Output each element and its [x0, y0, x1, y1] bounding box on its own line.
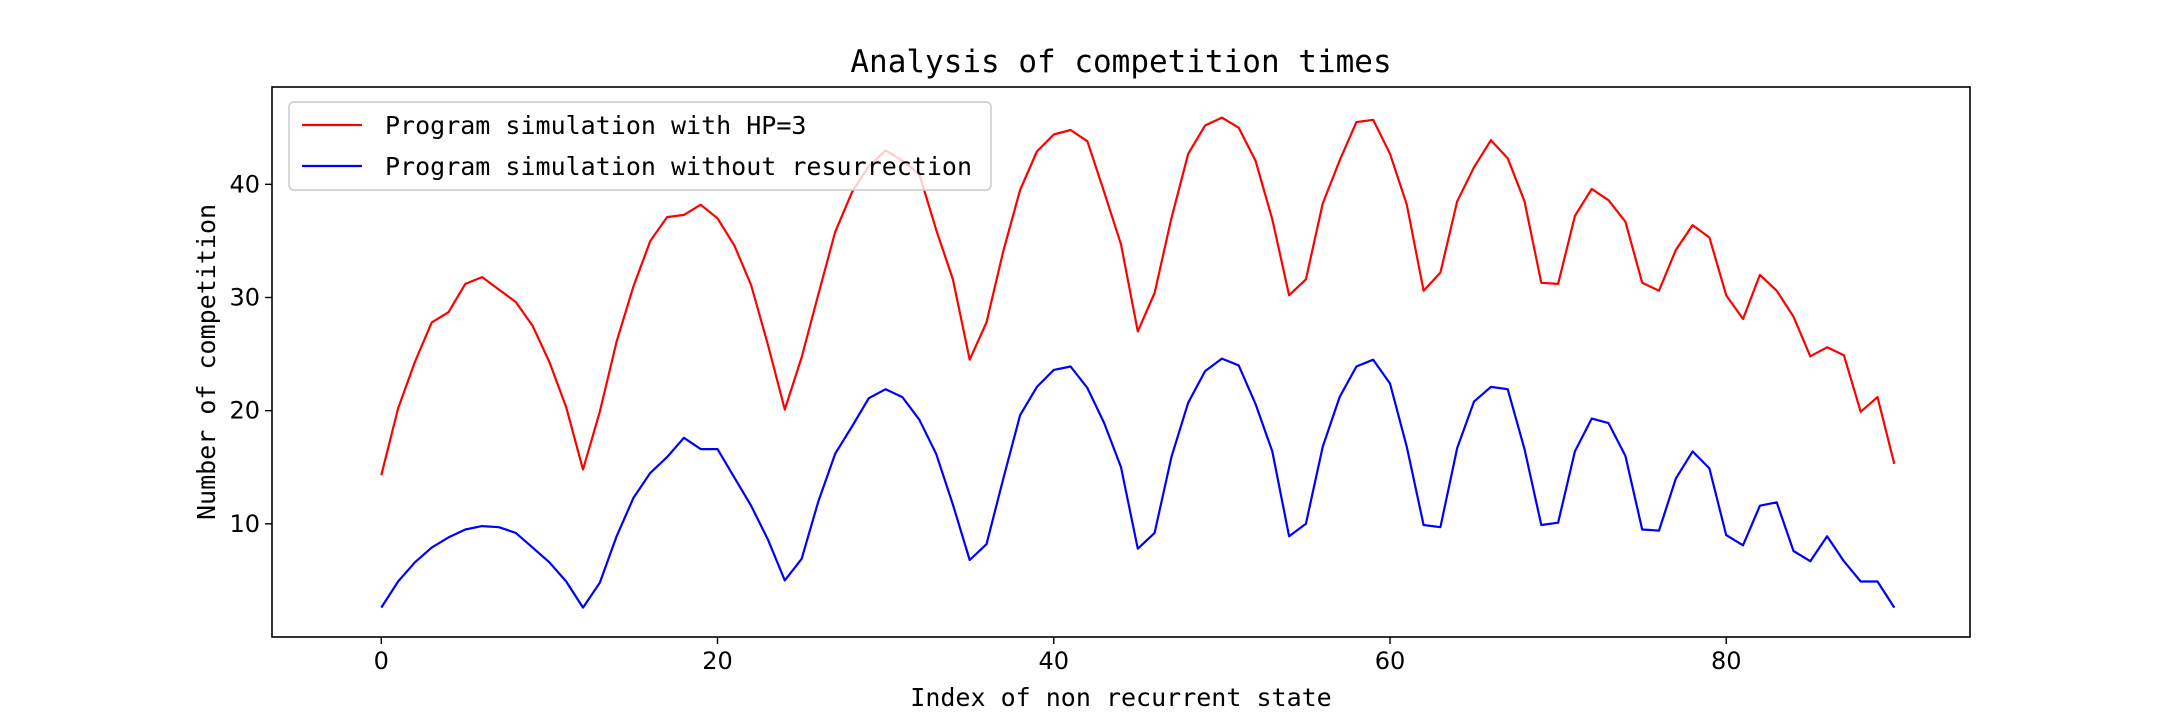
y-axis-label: Number of competition — [192, 204, 221, 520]
legend-label-series-1: Program simulation with HP=3 — [385, 111, 806, 140]
plot-frame — [271, 86, 1971, 638]
plot-area — [271, 86, 1971, 638]
y-tick-label: 20 — [229, 397, 260, 425]
x-tick-label: 80 — [1711, 647, 1742, 675]
chart-title: Analysis of competition times — [850, 44, 1391, 80]
x-axis: 0 20 40 60 80 — [374, 637, 1742, 675]
legend-label-series-2: Program simulation without resurrection — [385, 152, 972, 181]
series-line-1 — [380, 116, 1896, 476]
x-tick-label: 60 — [1375, 647, 1406, 675]
series-line-2 — [380, 357, 1896, 609]
y-tick-label: 10 — [229, 510, 260, 538]
series-layer — [380, 116, 1896, 609]
x-tick-label: 40 — [1038, 647, 1069, 675]
y-tick-label: 30 — [229, 283, 260, 311]
y-axis: 10 20 30 40 — [229, 170, 272, 538]
x-tick-label: 0 — [374, 647, 389, 675]
legend-frame — [288, 101, 992, 191]
x-tick-label: 20 — [702, 647, 733, 675]
legend: Program simulation with HP=3 Program sim… — [288, 101, 992, 191]
y-tick-label: 40 — [229, 170, 260, 198]
x-axis-label: Index of non recurrent state — [910, 683, 1331, 712]
